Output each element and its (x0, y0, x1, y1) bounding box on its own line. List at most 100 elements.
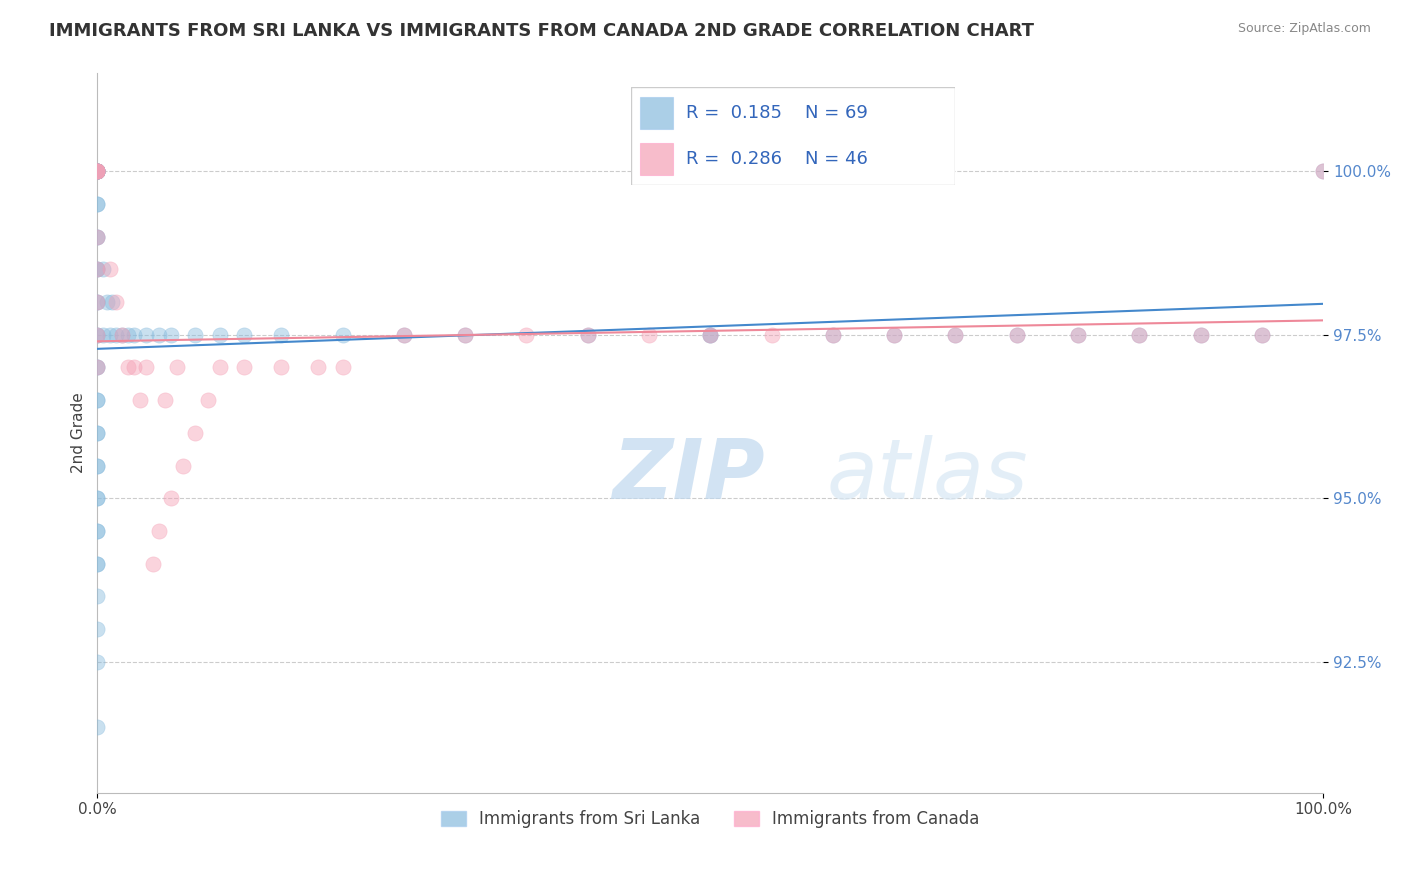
Point (117, 360, 139, 375)
Point (86, 720, 108, 734)
Point (98, 327, 121, 342)
Point (699, 327, 721, 342)
Point (96, 295, 118, 310)
Point (86, 295, 108, 310)
Point (86, 360, 108, 375)
Point (86, 262, 108, 277)
Point (86, 327, 108, 342)
Point (233, 360, 256, 375)
Point (184, 425, 207, 440)
Point (821, 327, 844, 342)
Point (86, 229, 108, 244)
Point (454, 327, 477, 342)
Point (86, 590, 108, 604)
Point (392, 327, 415, 342)
Point (1189, 327, 1212, 342)
Point (270, 360, 292, 375)
Point (184, 327, 207, 342)
Point (454, 327, 477, 342)
Point (86, 327, 108, 342)
Point (86, 557, 108, 571)
Point (86, 229, 108, 244)
Point (515, 327, 537, 342)
Point (945, 327, 967, 342)
Point (1251, 327, 1274, 342)
Point (86, 164, 108, 178)
Point (699, 327, 721, 342)
Point (1312, 164, 1334, 178)
Point (160, 491, 183, 506)
Point (86, 655, 108, 669)
Point (821, 327, 844, 342)
Point (86, 524, 108, 538)
Point (86, 491, 108, 506)
Point (1128, 327, 1150, 342)
Point (699, 327, 721, 342)
Point (945, 327, 967, 342)
Point (86, 425, 108, 440)
Point (576, 327, 599, 342)
Point (883, 327, 905, 342)
Point (111, 327, 134, 342)
Legend: Immigrants from Sri Lanka, Immigrants from Canada: Immigrants from Sri Lanka, Immigrants fr… (434, 804, 986, 835)
Point (86, 164, 108, 178)
Point (93, 327, 115, 342)
Point (1067, 327, 1090, 342)
Point (86, 164, 108, 178)
Point (86, 164, 108, 178)
Point (86, 295, 108, 310)
Point (135, 327, 157, 342)
Point (86, 164, 108, 178)
Point (122, 360, 145, 375)
Point (208, 327, 231, 342)
Point (86, 229, 108, 244)
Text: ZIP: ZIP (612, 435, 765, 516)
Point (86, 164, 108, 178)
Point (1067, 327, 1090, 342)
Point (172, 458, 194, 473)
Y-axis label: 2nd Grade: 2nd Grade (72, 392, 86, 473)
Point (1251, 327, 1274, 342)
Point (86, 197, 108, 211)
Point (166, 360, 188, 375)
Point (148, 327, 170, 342)
Point (101, 295, 124, 310)
Point (86, 458, 108, 473)
Point (638, 327, 661, 342)
Point (86, 164, 108, 178)
Point (761, 327, 783, 342)
Point (104, 327, 127, 342)
Point (86, 164, 108, 178)
Point (332, 360, 354, 375)
Text: Source: ZipAtlas.com: Source: ZipAtlas.com (1237, 22, 1371, 36)
Point (86, 360, 108, 375)
Point (141, 557, 163, 571)
Point (148, 524, 170, 538)
Point (1005, 327, 1028, 342)
Point (86, 425, 108, 440)
Point (86, 164, 108, 178)
Point (86, 458, 108, 473)
Point (117, 327, 139, 342)
Point (86, 557, 108, 571)
Point (86, 393, 108, 408)
Point (332, 327, 354, 342)
Point (98, 262, 121, 277)
Point (86, 262, 108, 277)
Point (86, 524, 108, 538)
Point (86, 360, 108, 375)
Point (93, 262, 115, 277)
Point (307, 360, 329, 375)
Point (270, 327, 292, 342)
Point (86, 262, 108, 277)
Point (122, 327, 145, 342)
Point (86, 393, 108, 408)
Point (86, 164, 108, 178)
Point (86, 164, 108, 178)
Point (86, 164, 108, 178)
Text: IMMIGRANTS FROM SRI LANKA VS IMMIGRANTS FROM CANADA 2ND GRADE CORRELATION CHART: IMMIGRANTS FROM SRI LANKA VS IMMIGRANTS … (49, 22, 1035, 40)
Point (392, 327, 415, 342)
Point (129, 393, 152, 408)
Point (86, 197, 108, 211)
Point (1005, 327, 1028, 342)
